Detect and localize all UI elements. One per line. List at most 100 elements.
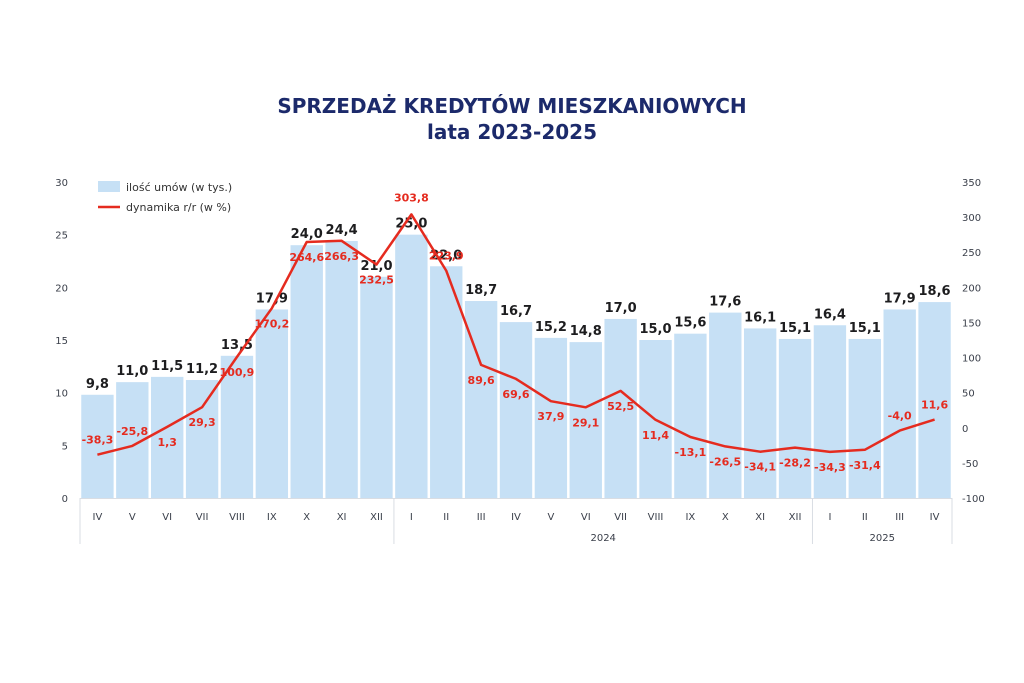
bar-data-label: 15,0 (639, 322, 671, 337)
bar-data-label: 24,0 (291, 227, 323, 242)
line-data-label: -25,8 (116, 425, 148, 438)
bar-data-label: 16,1 (744, 310, 776, 325)
x-tick-label: III (895, 512, 904, 523)
line-data-label: 303,8 (394, 191, 429, 204)
bar (534, 337, 568, 498)
line-data-label: -13,1 (675, 446, 707, 459)
bar-data-label: 14,8 (570, 324, 602, 339)
line-data-label: 89,6 (468, 374, 495, 387)
x-tick-label: XII (370, 512, 383, 523)
line-data-label: 69,6 (502, 388, 529, 401)
line-labels: -38,3-25,8 1,3 29,3 100,9 170,2 264,6 266,3232… (82, 191, 949, 473)
x-tick-label: VI (581, 512, 591, 523)
x-tick-label: IV (930, 512, 940, 523)
bar-data-label: 18,6 (919, 284, 951, 299)
bar-data-label: 17,6 (709, 295, 741, 310)
x-tick-label: VI (162, 512, 172, 523)
right-y-tick-label: 250 (962, 248, 981, 259)
bar-data-label: 13,5 (221, 338, 253, 353)
left-y-tick-label: 30 (55, 178, 68, 189)
line-data-label: 52,5 (607, 400, 634, 413)
legend-bar-swatch (98, 181, 120, 192)
line-data-label: 11,4 (642, 429, 669, 442)
x-tick-label: XII (789, 512, 802, 523)
bar (290, 245, 323, 498)
x-tick-label: XI (337, 512, 347, 523)
x-tick-label: I (410, 512, 413, 523)
bar-data-label: 11,5 (151, 359, 183, 374)
bar-data-label: 16,7 (500, 304, 532, 319)
legend: ilość umów (w tys.) dynamika r/r (w %) (98, 181, 232, 214)
right-y-tick-label: 300 (962, 213, 981, 224)
line-path (97, 213, 935, 456)
bar-data-label: 18,7 (465, 283, 497, 298)
x-tick-label: V (129, 512, 136, 523)
bar (848, 338, 881, 498)
left-y-tick-label: 5 (62, 441, 68, 452)
x-tick-label: X (303, 512, 310, 523)
line-data-label: 264,6 (289, 251, 324, 264)
left-y-axis: 0 5 10 15 20 25 30 (55, 178, 68, 505)
year-label: 2025 (870, 533, 895, 544)
line-data-label: 266,3 (324, 250, 359, 263)
chart-title: SPRZEDAŻ KREDYTÓW MIESZKANIOWYCH lata 20… (0, 93, 1024, 145)
x-tick-label: IX (685, 512, 695, 523)
line-series (97, 213, 935, 456)
x-tick-label: IX (267, 512, 277, 523)
bar (325, 240, 358, 498)
line-data-label: -38,3 (82, 434, 114, 447)
right-y-tick-label: 350 (962, 178, 981, 189)
bar-data-label: 16,4 (814, 307, 846, 322)
line-data-label: -4,0 (888, 410, 912, 423)
x-tick-label: VIII (648, 512, 664, 523)
line-data-label: 1,3 (157, 436, 177, 449)
bar-data-label: 15,1 (779, 321, 811, 336)
bar (778, 338, 812, 498)
x-tick-label: XI (755, 512, 765, 523)
x-tick-label: VII (614, 512, 627, 523)
line-data-label: -26,5 (709, 455, 741, 468)
bar (81, 394, 114, 498)
bar-data-label: 11,2 (186, 362, 218, 377)
chart-title-line1: SPRZEDAŻ KREDYTÓW MIESZKANIOWYCH (277, 94, 747, 118)
bar (499, 322, 533, 498)
bar (918, 302, 951, 498)
right-y-axis: -100 -50 0 50 100 150 200 250 300 350 (962, 178, 985, 505)
bar-data-label: 21,0 (360, 259, 392, 274)
bar (185, 380, 219, 498)
bar (674, 333, 707, 498)
line-data-label: 232,5 (359, 274, 394, 287)
bar-labels: 9,811,0 11,5 11,213,517,924,0 24,421,025,02… (86, 217, 951, 392)
legend-line-label: dynamika r/r (w %) (126, 201, 231, 214)
right-y-tick-label: 50 (962, 389, 975, 400)
bar (813, 325, 847, 498)
line-data-label: 11,6 (921, 399, 948, 412)
bar (395, 234, 428, 498)
left-y-tick-label: 10 (55, 389, 68, 400)
x-axis: IV V VI VII VIII IX X XI XII I II III IV V VI VII VIII IX… (79, 498, 953, 544)
line-data-label: 100,9 (220, 366, 255, 379)
bar-data-label: 17,0 (605, 301, 637, 316)
line-data-label: 29,1 (572, 416, 599, 429)
x-tick-label: II (862, 512, 868, 523)
left-y-tick-label: 15 (55, 336, 68, 347)
right-y-tick-label: -100 (962, 494, 985, 505)
bar (360, 276, 393, 498)
bar (604, 318, 637, 498)
x-tick-label: V (547, 512, 554, 523)
bar (743, 328, 777, 498)
year-label: 2024 (590, 533, 615, 544)
x-tick-label: IV (511, 512, 521, 523)
bar-data-label: 17,9 (884, 291, 916, 306)
x-tick-label: IV (93, 512, 103, 523)
x-tick-label: VII (196, 512, 209, 523)
bar-series (81, 234, 951, 498)
chart-title-line2: lata 2023-2025 (427, 120, 597, 144)
bar-data-label: 24,4 (326, 223, 358, 238)
bar (709, 312, 742, 498)
x-tick-label: VIII (229, 512, 245, 523)
bar (151, 376, 184, 498)
bar-data-label: 11,0 (116, 364, 148, 379)
x-tick-label: X (722, 512, 729, 523)
right-y-tick-label: 100 (962, 354, 981, 365)
